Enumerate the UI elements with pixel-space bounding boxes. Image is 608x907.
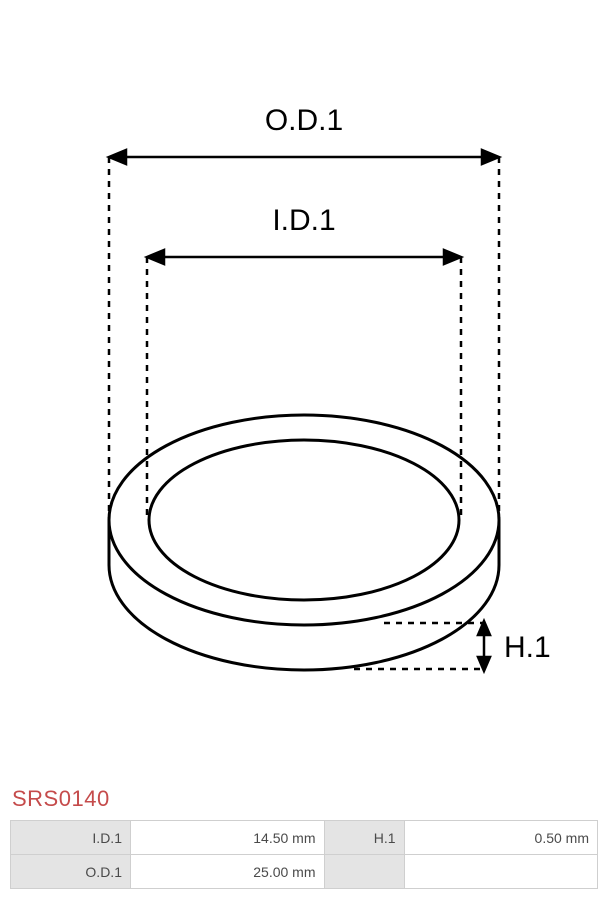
cell-value: 0.50 mm	[404, 821, 598, 855]
cell-value: 25.00 mm	[131, 855, 325, 889]
cell-label: H.1	[324, 821, 404, 855]
cell-label: O.D.1	[11, 855, 131, 889]
h1-label: H.1	[504, 631, 551, 664]
table-row: O.D.1 25.00 mm	[11, 855, 598, 889]
cell-label	[324, 855, 404, 889]
ring-dimension-diagram: O.D.1 I.D.1	[54, 85, 554, 735]
id1-dimension	[147, 250, 461, 515]
part-number: SRS0140	[12, 786, 598, 812]
cell-value: 14.50 mm	[131, 821, 325, 855]
diagram-container: O.D.1 I.D.1	[10, 10, 598, 780]
ring-drawing	[109, 415, 499, 670]
od1-label: O.D.1	[265, 104, 343, 137]
id1-label: I.D.1	[272, 204, 335, 237]
table-row: I.D.1 14.50 mm H.1 0.50 mm	[11, 821, 598, 855]
cell-value	[404, 855, 598, 889]
spec-table: I.D.1 14.50 mm H.1 0.50 mm O.D.1 25.00 m…	[10, 820, 598, 889]
cell-label: I.D.1	[11, 821, 131, 855]
